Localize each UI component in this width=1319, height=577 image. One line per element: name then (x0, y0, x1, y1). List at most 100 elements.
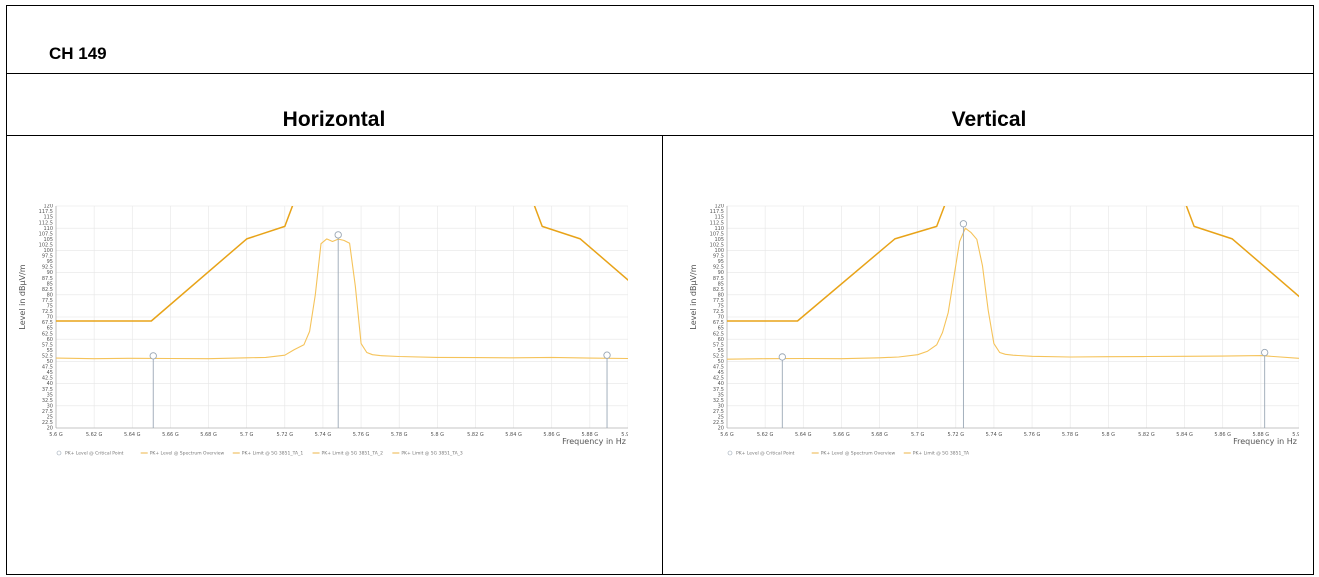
y-tick-label: 97.5 (42, 254, 53, 260)
y-tick-label: 92.5 (713, 265, 724, 271)
x-tick-label: 5.6 G (720, 432, 734, 438)
y-tick-label: 32.5 (42, 398, 53, 404)
y-tick-label: 110 (714, 226, 724, 232)
spectrum-trace (56, 238, 628, 360)
y-tick-label: 47.5 (42, 365, 53, 371)
x-tick-label: 5.64 G (795, 432, 812, 438)
x-tick-label: 5.68 G (200, 432, 217, 438)
y-tick-label: 70 (47, 315, 53, 321)
limit-line (727, 206, 946, 322)
vertical-heading: Vertical (951, 108, 1027, 131)
x-tick-label: 5.66 G (162, 432, 179, 438)
y-tick-label: 52.5 (713, 353, 724, 359)
x-tick-label: 5.82 G (467, 432, 484, 438)
x-tick-label: 5.66 G (833, 432, 850, 438)
legend-label: PK+ Limit @ 5G 3851_TA_2 (322, 451, 384, 457)
x-tick-label: 5.82 G (1138, 432, 1155, 438)
y-tick-label: 50 (718, 359, 724, 365)
y-tick-label: 55 (718, 348, 724, 354)
critical-point-marker (149, 352, 157, 360)
x-tick-label: 5.76 G (1024, 432, 1041, 438)
x-tick-label: 5.86 G (543, 432, 560, 438)
y-tick-label: 42.5 (42, 376, 53, 382)
y-tick-label: 112.5 (710, 220, 724, 226)
y-tick-label: 35 (718, 392, 724, 398)
plot-area (727, 206, 1299, 360)
y-tick-label: 100 (43, 248, 53, 254)
legend-symbol (727, 450, 733, 456)
x-tick-label: 5.88 G (582, 432, 599, 438)
y-tick-label: 45 (47, 370, 53, 376)
limit-line (56, 206, 294, 322)
y-tick-label: 37.5 (713, 387, 724, 393)
x-tick-label: 5.68 G (871, 432, 888, 438)
y-tick-label: 115 (43, 215, 53, 221)
y-tick-label: 92.5 (42, 265, 53, 271)
y-tick-label: 30 (47, 403, 53, 409)
y-tick-label: 80 (47, 292, 53, 298)
x-tick-label: 5.62 G (757, 432, 774, 438)
x-tick-label: 5.9 G (1292, 432, 1299, 438)
y-tick-label: 50 (47, 359, 53, 365)
critical-point-marker (778, 353, 786, 361)
x-tick-label: 5.74 G (315, 432, 332, 438)
legend-label: PK+ Limit @ 5G 3851_TA_1 (242, 451, 304, 457)
y-tick-label: 55 (47, 348, 53, 354)
x-tick-label: 5.78 G (1062, 432, 1079, 438)
x-tick-label: 5.88 G (1253, 432, 1270, 438)
y-tick-label: 57.5 (713, 342, 724, 348)
y-tick-label: 110 (43, 226, 53, 232)
y-tick-label: 25 (718, 415, 724, 421)
y-tick-label: 102.5 (710, 242, 724, 248)
y-tick-label: 105 (43, 237, 53, 243)
x-axis-label: Frequency in Hz (1233, 437, 1297, 446)
critical-point-marker (959, 220, 968, 228)
x-tick-label: 5.84 G (1176, 432, 1193, 438)
y-tick-label: 97.5 (713, 254, 724, 260)
y-tick-label: 45 (718, 370, 724, 376)
y-tick-label: 62.5 (42, 331, 53, 337)
divider (7, 135, 1313, 136)
x-tick-label: 5.9 G (621, 432, 628, 438)
y-tick-label: 22.5 (42, 420, 53, 426)
y-axis-label: Level in dBµV/m (689, 264, 698, 329)
spectrum-chart-vertical: 5.6 G 5.62 G 5.64 G 5.66 G 5.68 G 5.7 G 5.72 G… (689, 204, 1299, 457)
y-tick-label: 60 (718, 337, 724, 343)
x-tick-label: 5.74 G (986, 432, 1003, 438)
y-tick-label: 20 (718, 426, 724, 432)
legend-label: PK+ Level @ Spectrum Overview (150, 451, 225, 457)
limit-line (1185, 206, 1299, 298)
y-tick-label: 27.5 (713, 409, 724, 415)
y-tick-label: 65 (718, 326, 724, 332)
y-tick-label: 100 (714, 248, 724, 254)
legend-label: PK+ Level @ Spectrum Overview (821, 451, 896, 457)
y-tick-label: 65 (47, 326, 53, 332)
y-tick-label: 62.5 (713, 331, 724, 337)
x-tick-label: 5.78 G (391, 432, 408, 438)
legend-label: PK+ Limit @ 5G 3851_TA_3 (401, 451, 463, 457)
y-tick-label: 30 (718, 403, 724, 409)
x-tick-label: 5.7 G (240, 432, 254, 438)
y-tick-label: 72.5 (42, 309, 53, 315)
grid (726, 205, 1299, 429)
x-tick-label: 5.7 G (911, 432, 925, 438)
x-tick-label: 5.86 G (1214, 432, 1231, 438)
y-tick-label: 75 (718, 304, 724, 310)
y-tick-label: 102.5 (39, 242, 53, 248)
y-tick-label: 107.5 (39, 231, 53, 237)
horizontal-heading: Horizontal (282, 108, 386, 131)
y-tick-label: 52.5 (42, 353, 53, 359)
y-tick-label: 72.5 (713, 309, 724, 315)
y-tick-label: 20 (47, 426, 53, 432)
y-axis-label: Level in dBµV/m (18, 264, 27, 329)
legend-symbol (56, 450, 62, 456)
limit-line (533, 206, 628, 281)
y-tick-label: 87.5 (713, 276, 724, 282)
y-tick-label: 85 (47, 281, 53, 287)
y-tick-label: 57.5 (42, 342, 53, 348)
y-tick-label: 112.5 (39, 220, 53, 226)
y-tick-label: 47.5 (713, 365, 724, 371)
y-tick-label: 77.5 (713, 298, 724, 304)
y-tick-label: 95 (718, 259, 724, 265)
x-tick-label: 5.84 G (505, 432, 522, 438)
